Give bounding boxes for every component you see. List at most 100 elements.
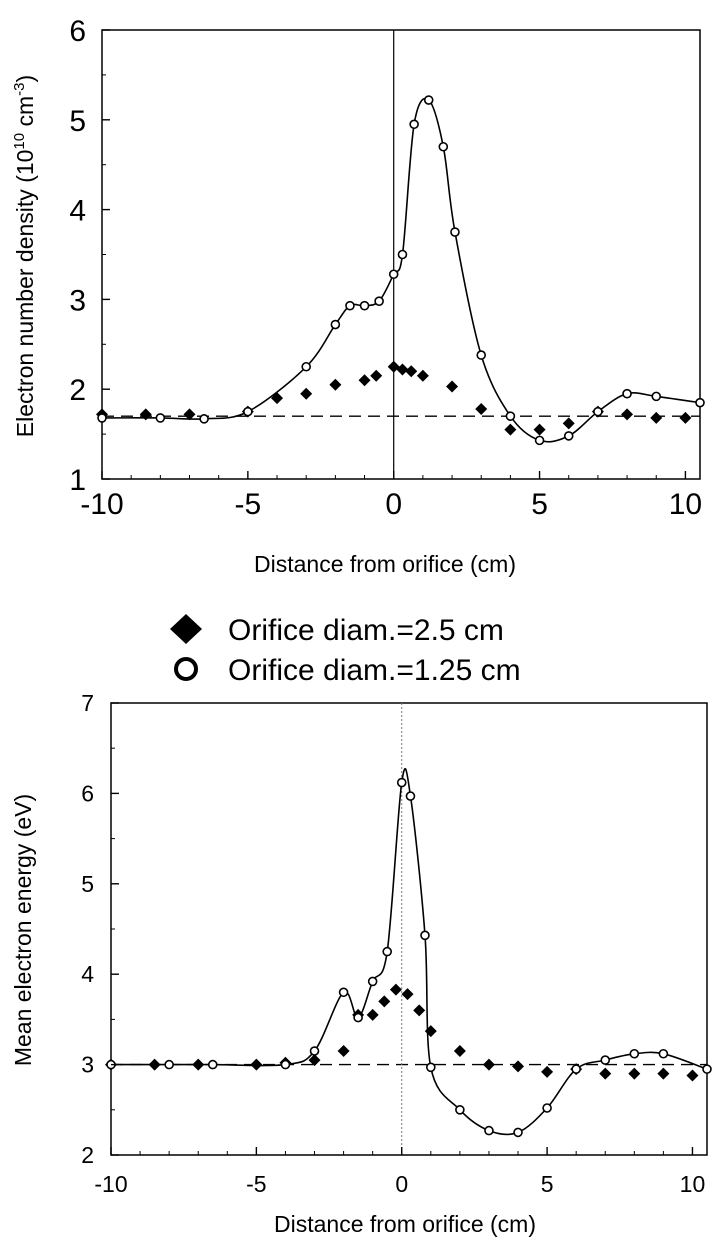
data-point-circle <box>97 413 107 423</box>
data-point-circle <box>359 300 370 311</box>
data-point-circle <box>388 269 399 280</box>
y-tick-label: 7 <box>81 690 94 716</box>
data-point-circle <box>658 1048 669 1059</box>
data-point-circle <box>397 249 408 260</box>
x-axis-title: Distance from orifice (cm) <box>274 1211 536 1237</box>
data-point-diamond <box>378 995 391 1008</box>
data-point-circle <box>702 1064 712 1074</box>
data-point-circle <box>367 976 378 987</box>
data-point-diamond <box>401 988 414 1001</box>
data-point-diamond <box>657 1067 670 1080</box>
legend-diamond-marker <box>170 614 202 644</box>
data-point-circle <box>629 1048 640 1059</box>
y-tick-label: 4 <box>81 961 94 987</box>
data-point-circle <box>301 361 311 372</box>
x-tick-label: -5 <box>246 1171 266 1197</box>
data-point-circle <box>374 296 384 306</box>
legend-item-diamond: Orifice diam.=2.5 cm <box>170 614 504 647</box>
y-tick-label: 2 <box>69 374 86 407</box>
legend-label-circle: Orifice diam.=1.25 cm <box>228 654 521 687</box>
data-point-diamond <box>300 387 313 400</box>
data-point-circle <box>409 119 419 130</box>
y-tick-group: 2 3 4 5 6 7 <box>81 690 119 1168</box>
data-point-circle <box>164 1059 174 1070</box>
x-tick-label: 0 <box>395 1171 408 1197</box>
data-point-diamond <box>192 1058 205 1071</box>
x-tick-label: 10 <box>669 488 702 521</box>
data-point-circle <box>309 1046 320 1056</box>
data-point-circle <box>396 777 407 788</box>
data-point-diamond <box>621 408 634 421</box>
x-axis-title: Distance from orifice (cm) <box>254 551 516 577</box>
data-point-diamond <box>562 417 575 430</box>
data-point-circle <box>542 1103 552 1113</box>
data-point-circle <box>438 141 449 152</box>
data-point-diamond <box>308 1054 321 1067</box>
x-tick-label: -5 <box>235 488 262 521</box>
data-point-diamond <box>370 369 383 382</box>
data-point-diamond <box>628 1067 641 1080</box>
y-axis-title-exp2: -3 <box>11 82 28 95</box>
data-point-diamond <box>686 1069 699 1082</box>
data-point-circle <box>280 1059 291 1070</box>
y-axis-title-close: ) <box>12 75 38 83</box>
x-tick-label: -10 <box>94 1171 127 1197</box>
y-tick-label: 6 <box>81 780 94 806</box>
data-point-circle <box>420 930 430 941</box>
y-tick-label: 5 <box>81 871 94 897</box>
data-point-circle <box>207 1059 218 1070</box>
data-point-circle <box>695 397 705 408</box>
y-tick-label: 2 <box>81 1142 94 1168</box>
data-point-diamond <box>337 1045 350 1058</box>
data-point-circle <box>155 413 166 423</box>
data-point-diamond <box>482 1058 495 1071</box>
points-group <box>105 777 712 1138</box>
y-tick-label: 6 <box>69 15 86 48</box>
data-point-circle <box>563 431 574 441</box>
data-point-diamond <box>358 374 371 387</box>
data-point-circle <box>571 1064 581 1074</box>
data-point-diamond <box>424 1025 437 1038</box>
y-axis-title-exp1: 10 <box>11 133 28 150</box>
data-point-diamond <box>504 423 517 436</box>
y-axis-title-unit: cm <box>12 96 38 133</box>
data-point-diamond <box>446 380 459 393</box>
data-point-circle <box>505 411 516 421</box>
data-point-diamond <box>413 1004 426 1017</box>
legend-item-circle: Orifice diam.=1.25 cm <box>174 654 521 687</box>
y-axis-title-main: Electron number density (10 <box>12 150 38 438</box>
y-axis-title: Electron number density (1010 cm-3) <box>11 75 38 437</box>
data-point-circle <box>426 1062 436 1073</box>
data-point-diamond <box>271 392 284 405</box>
data-point-circle <box>651 391 662 402</box>
y-tick-label: 4 <box>69 195 86 228</box>
data-point-diamond <box>329 378 342 391</box>
data-point-circle <box>199 414 209 424</box>
data-point-circle <box>593 406 603 417</box>
legend-circle-marker <box>174 657 198 681</box>
data-point-circle <box>534 435 545 446</box>
data-point-circle <box>423 95 434 105</box>
data-point-circle <box>600 1055 611 1065</box>
data-point-diamond <box>366 1008 379 1021</box>
data-point-circle <box>484 1125 494 1136</box>
data-point-diamond <box>533 423 546 436</box>
data-point-diamond <box>405 365 418 378</box>
y-tick-label: 3 <box>81 1052 94 1078</box>
data-point-diamond <box>183 408 196 421</box>
data-point-diamond <box>512 1060 525 1073</box>
data-point-diamond <box>139 408 152 421</box>
data-point-circle <box>513 1127 523 1138</box>
x-tick-label: 0 <box>385 488 402 521</box>
curve-group <box>111 768 708 1136</box>
data-point-diamond <box>475 402 488 415</box>
data-point-circle <box>455 1105 465 1115</box>
y-axis-title: Mean electron energy (eV) <box>10 794 36 1066</box>
legend: Orifice diam.=2.5 cm Orifice diam.=1.25 … <box>170 614 521 687</box>
data-point-diamond <box>416 369 429 382</box>
data-point-diamond <box>389 983 402 996</box>
x-tick-label: 5 <box>531 488 548 521</box>
x-tick-group: -10 -5 0 5 10 <box>80 471 702 521</box>
chart-mean-energy: -10 -5 0 5 10 2 3 4 5 6 7 Distance from orifice (… <box>10 690 712 1237</box>
curve-group <box>101 97 701 443</box>
